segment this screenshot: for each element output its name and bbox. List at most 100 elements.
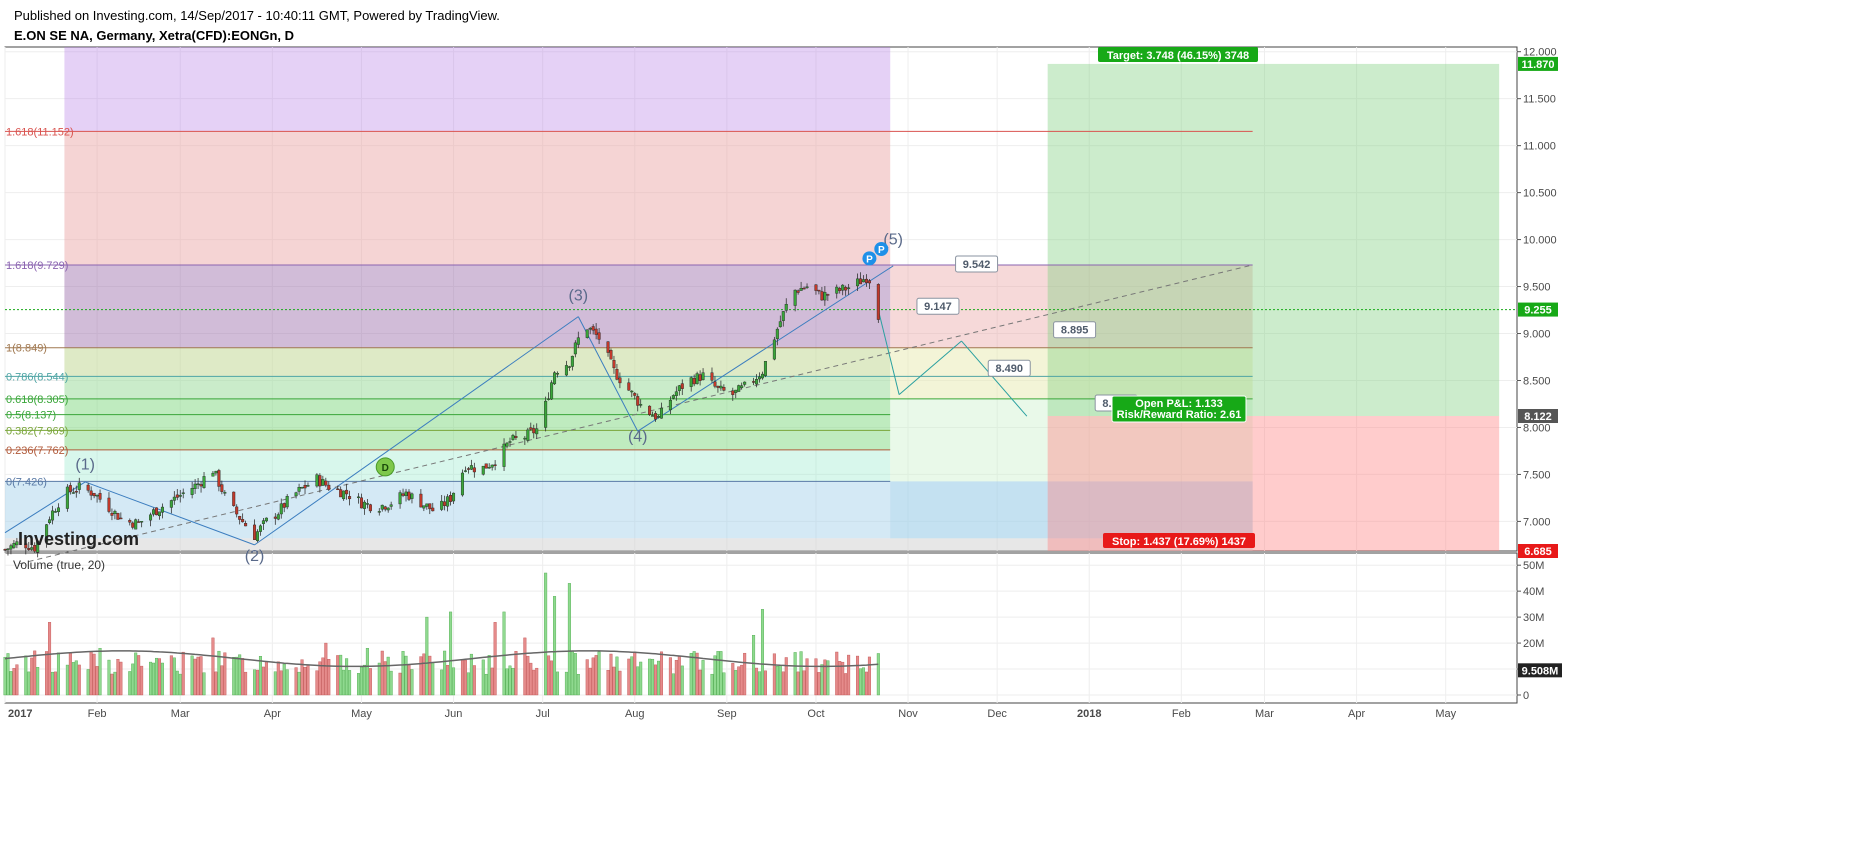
candle-body: [772, 339, 776, 360]
fib-label: 0.5(8.137): [6, 410, 56, 422]
candle-body: [556, 372, 560, 375]
candle-body: [137, 521, 141, 523]
volume-bar: [211, 637, 215, 696]
candle-body: [318, 475, 322, 487]
volume-legend[interactable]: Volume (true, 20): [13, 558, 105, 572]
volume-bar: [740, 664, 744, 696]
candle-body: [152, 509, 156, 515]
volume-tick-label: 40M: [1523, 586, 1544, 598]
time-tick-label: Sep: [717, 708, 737, 720]
candle-body: [636, 396, 640, 406]
volume-bar: [253, 669, 257, 696]
candle-body: [9, 545, 13, 550]
candle-body: [844, 287, 848, 291]
candle-body: [511, 435, 515, 440]
candle-body: [758, 376, 762, 380]
candle-body: [255, 531, 259, 541]
candle-body: [784, 304, 788, 311]
candle-body: [398, 492, 402, 505]
volume-bar: [324, 642, 328, 696]
fib-zone: [64, 347, 891, 377]
volume-bar: [235, 656, 239, 696]
volume-bar: [576, 673, 580, 696]
candle-body: [698, 374, 702, 381]
candle-body: [823, 292, 827, 301]
candle-body: [835, 286, 839, 294]
volume-bar: [128, 671, 132, 696]
volume-bar: [178, 673, 182, 696]
time-tick-label: May: [1435, 708, 1456, 720]
candle-body: [713, 381, 717, 387]
volume-bar: [9, 671, 13, 696]
volume-bar: [261, 666, 265, 696]
price-tick-label: 10.000: [1523, 235, 1557, 247]
price-axis[interactable]: 12.000 11.500 11.000 10.500 10.000 9.500 9.000…: [1517, 47, 1558, 558]
candle-body: [404, 491, 408, 497]
candle-body: [778, 321, 782, 328]
volume-bar: [140, 665, 144, 696]
fib-zone: [64, 265, 891, 348]
candle-body: [362, 501, 366, 509]
volume-bar: [505, 668, 509, 696]
volume-bar: [651, 658, 655, 696]
volume-bar: [56, 652, 60, 696]
volume-bar: [544, 572, 548, 696]
volume-bar: [119, 661, 123, 696]
candle-body: [671, 395, 675, 399]
candle-body: [630, 390, 634, 393]
candle-body: [380, 504, 384, 510]
volume-bar: [342, 669, 346, 696]
volume-bar: [752, 635, 756, 696]
volume-bar: [51, 671, 55, 696]
candle-body: [597, 332, 601, 340]
volume-bar: [202, 672, 206, 696]
trend-dashed-line: [19, 264, 1253, 565]
volume-bar: [668, 657, 672, 696]
volume-bar: [490, 667, 494, 696]
volume-badge: [1518, 663, 1562, 678]
candle-body: [175, 494, 179, 498]
volume-bar: [784, 657, 788, 696]
volume-bar: [781, 671, 785, 696]
wave-label: (3): [569, 288, 589, 305]
volume-bar: [867, 656, 871, 696]
volume-bar: [98, 648, 102, 696]
volume-bar: [300, 659, 304, 696]
fibonacci-levels: 1.618(11.152) 1.618(9.729) 1(8.849) 0.786(8…: [5, 126, 1517, 488]
wave-label: (1): [75, 457, 95, 474]
volume-bar: [24, 655, 28, 696]
volume-bar: [285, 669, 289, 696]
candle-body: [651, 415, 655, 417]
volume-bar: [431, 662, 435, 696]
volume-axis[interactable]: 50M40M30M20M10M09.508M: [1517, 560, 1562, 702]
wave-line: [254, 316, 579, 546]
volume-bar: [172, 657, 176, 696]
time-axis[interactable]: 2017 Feb Mar Apr May Jun Jul Aug Sep Oct Nov Dec 201…: [8, 708, 1457, 720]
volume-bar: [657, 660, 661, 696]
candlesticks: [3, 272, 880, 558]
candle-body: [719, 385, 723, 389]
target-label[interactable]: Target: 3.748 (46.15%) 3748: [1098, 47, 1258, 62]
volume-bar: [264, 661, 268, 696]
candle-body: [484, 463, 488, 469]
volume-bars: [3, 572, 880, 696]
callout-value: 8.490: [995, 363, 1023, 375]
candle-body: [232, 491, 236, 506]
drawing-zones: [5, 47, 1500, 551]
volume-bar: [315, 670, 319, 696]
candle-body: [856, 278, 860, 287]
stop-label[interactable]: Stop: 1.437 (17.69%) 1437: [1103, 533, 1255, 548]
volume-bar: [508, 665, 512, 696]
candle-body: [98, 493, 102, 500]
volume-bar: [674, 660, 678, 696]
candle-body: [737, 385, 741, 392]
volume-bar: [547, 655, 551, 696]
pnl-label[interactable]: Open P&L: 1.133 Risk/Reward Ratio: 2.61: [1111, 395, 1247, 423]
candle-body: [864, 278, 868, 283]
volume-bar: [380, 650, 384, 696]
candle-body: [876, 284, 880, 320]
volume-bar: [86, 669, 90, 696]
fib-label: 0.236(7.762): [6, 445, 68, 457]
candle-body: [169, 500, 173, 508]
